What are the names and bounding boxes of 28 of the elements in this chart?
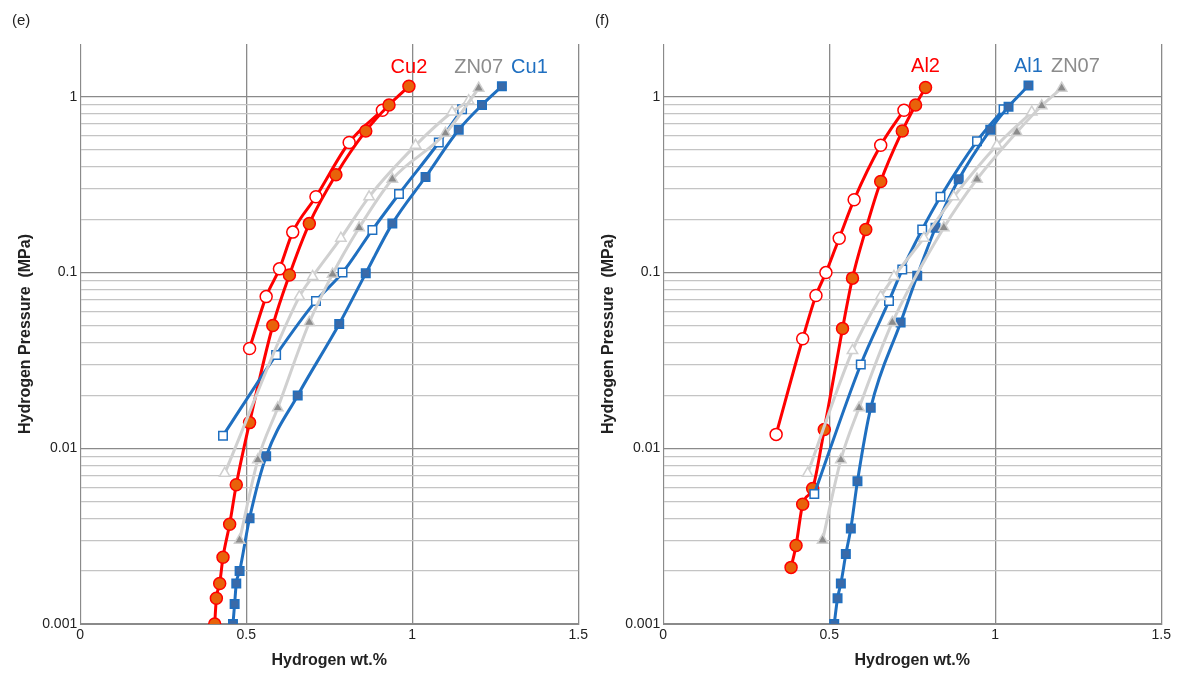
- y-tick-label: 0.1: [57, 263, 78, 280]
- y-tick-label: 0.01: [49, 439, 78, 456]
- x-tick-label: 1.5: [1151, 626, 1172, 643]
- y-tick-label: 1: [69, 87, 78, 104]
- x-axis-title: Hydrogen wt.%: [271, 650, 388, 668]
- y-tick-label: 0.1: [640, 263, 661, 280]
- series-label: Al1: [1014, 54, 1043, 77]
- x-axis-title: Hydrogen wt.%: [854, 650, 971, 668]
- x-tick-label: 0.5: [819, 626, 840, 643]
- series-label: Cu2: [390, 54, 428, 77]
- chart-title: (e): [12, 11, 31, 29]
- series-label: Cu1: [511, 54, 548, 77]
- y-tick-label: 1: [652, 87, 661, 104]
- y-axis-title: Hydrogen Pressure (MPa): [599, 233, 617, 435]
- x-tick-label: 0: [659, 626, 668, 643]
- series-label: ZN07: [1050, 54, 1100, 77]
- series-label: ZN07: [454, 54, 504, 77]
- x-tick-label: 1.5: [568, 626, 589, 643]
- chart-title: (f): [595, 11, 610, 29]
- y-axis-title: Hydrogen Pressure (MPa): [16, 233, 34, 435]
- x-tick-label: 0.5: [236, 626, 257, 643]
- y-tick-label: 0.001: [42, 614, 78, 631]
- y-tick-label: 0.001: [625, 614, 661, 631]
- y-tick-label: 0.01: [632, 439, 661, 456]
- series-label: Al2: [911, 54, 940, 77]
- x-tick-label: 1: [408, 626, 417, 643]
- x-tick-label: 0: [76, 626, 85, 643]
- x-tick-label: 1: [991, 626, 1000, 643]
